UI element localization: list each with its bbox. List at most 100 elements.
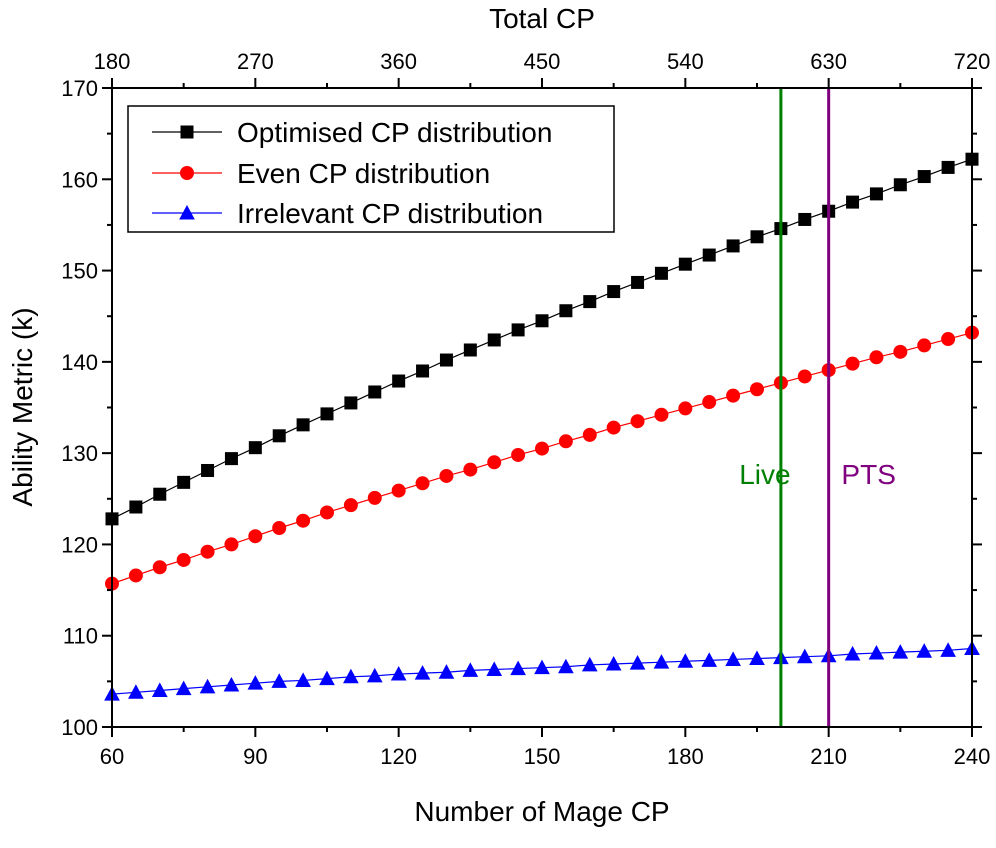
data-point [868, 645, 885, 660]
x-tick-label: 120 [380, 744, 417, 769]
data-point [917, 338, 932, 353]
data-point [272, 520, 287, 535]
x2-tick-label: 270 [237, 49, 274, 74]
data-point [702, 395, 717, 410]
data-point [582, 427, 597, 442]
data-point [677, 653, 694, 668]
data-point [678, 401, 693, 416]
data-point [200, 544, 215, 559]
data-point [629, 655, 646, 670]
legend: Optimised CP distribution Even CP distrib… [127, 105, 615, 233]
data-point [463, 462, 478, 477]
vline-label-pts: PTS [841, 459, 895, 490]
data-point [845, 356, 860, 371]
data-point [605, 655, 622, 671]
data-point [510, 660, 526, 676]
legend-items: Optimised CP distribution Even CP distrib… [152, 117, 552, 229]
data-point [678, 257, 692, 271]
data-point [558, 434, 573, 449]
series-1 [105, 152, 979, 526]
x2-tick-label: 360 [380, 49, 417, 74]
y-tick-label: 120 [61, 532, 98, 557]
x2-tick-label: 180 [94, 49, 131, 74]
data-point [296, 418, 310, 432]
legend-item-1: Optimised CP distribution [152, 117, 552, 148]
x2-tick-label: 450 [524, 49, 561, 74]
data-point [367, 490, 382, 505]
data-point [583, 295, 597, 309]
x2-tick-labels: 180 270 360 450 540 630 720 [94, 49, 991, 74]
data-point [201, 463, 215, 477]
data-point [653, 654, 670, 669]
data-point [223, 676, 240, 692]
x-tick-label: 150 [524, 744, 561, 769]
legend-label: Even CP distribution [237, 158, 490, 189]
data-point [726, 388, 741, 403]
data-point [343, 668, 359, 684]
data-point [941, 160, 955, 174]
data-point [366, 667, 383, 683]
y-tick-label: 110 [63, 624, 98, 649]
vline-label-live: Live [739, 459, 790, 490]
data-point [248, 529, 263, 544]
data-point [750, 230, 764, 244]
data-point [511, 323, 525, 337]
data-point [534, 659, 550, 675]
data-point [392, 374, 406, 388]
data-point [248, 441, 262, 455]
data-point [796, 648, 813, 664]
data-point [893, 178, 907, 192]
data-point [295, 672, 311, 687]
data-point [487, 333, 501, 347]
series-layer [104, 152, 980, 701]
data-point [391, 483, 406, 498]
data-point [151, 682, 168, 697]
data-point [344, 396, 358, 410]
y-tick-label: 100 [61, 715, 98, 740]
data-point [320, 407, 334, 421]
data-point [439, 353, 453, 367]
data-point [750, 382, 764, 397]
data-point [272, 429, 286, 443]
x2-tick-label: 720 [954, 49, 991, 74]
data-point [725, 651, 741, 666]
data-point [844, 645, 861, 661]
data-point [320, 505, 334, 520]
data-point [152, 560, 167, 575]
data-point [941, 332, 956, 347]
y-tick-label: 140 [61, 350, 98, 375]
data-point [846, 195, 860, 209]
legend-label: Irrelevant CP distribution [237, 198, 543, 229]
series-2 [105, 325, 979, 591]
data-point [128, 568, 143, 583]
data-point [439, 468, 454, 483]
data-point [177, 475, 191, 489]
legend-item-2: Even CP distribution [152, 158, 490, 189]
data-point [607, 285, 621, 299]
legend-label: Optimised CP distribution [237, 117, 552, 148]
y-tick-labels: 100 110 120 130 140 150 160 170 [61, 76, 98, 740]
data-point [798, 212, 812, 226]
x-tick-label: 60 [100, 744, 124, 769]
data-point [224, 537, 239, 552]
legend-marker [180, 166, 194, 180]
data-point [247, 675, 264, 690]
y-tick-label: 150 [61, 259, 98, 284]
data-point [749, 650, 765, 666]
tick-layer [102, 78, 982, 737]
y-tick-label: 160 [61, 167, 98, 192]
data-point [343, 498, 358, 513]
x-tick-label: 90 [243, 744, 267, 769]
data-point [558, 658, 574, 674]
data-point [535, 314, 549, 328]
data-point [128, 684, 144, 699]
x2-tick-label: 540 [667, 49, 704, 74]
series-3 [104, 640, 980, 701]
data-point [415, 476, 430, 491]
vline-layer: Live PTS [739, 88, 896, 727]
data-point [224, 452, 238, 466]
data-point [869, 350, 884, 365]
data-point [702, 248, 716, 262]
data-point [199, 678, 216, 694]
